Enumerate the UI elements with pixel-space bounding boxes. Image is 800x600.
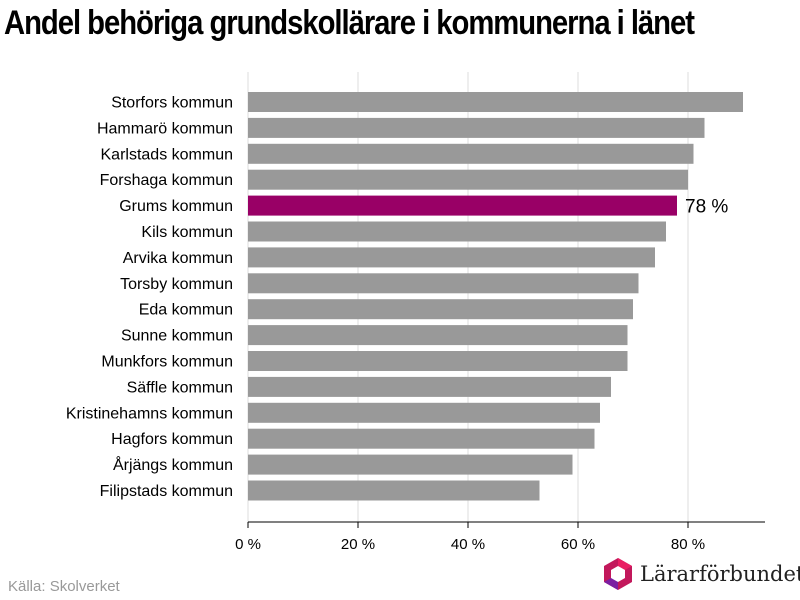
category-label-0: Storfors kommun (111, 95, 233, 112)
highlight-data-label: 78 % (685, 197, 728, 218)
logo-text: Lärarförbundet (640, 562, 800, 586)
tick-label-0: 0 % (235, 536, 261, 553)
category-label-13: Hagfors kommun (111, 431, 233, 448)
bar-5 (248, 221, 666, 242)
category-label-9: Sunne kommun (121, 328, 233, 345)
gridlines (247, 72, 689, 522)
bar-14 (248, 454, 573, 475)
bar-8 (248, 299, 633, 320)
bars (248, 92, 743, 501)
x-axis-ticks: 0 % 20 % 40 % 60 % 80 % (235, 522, 705, 553)
category-label-6: Arvika kommun (123, 250, 233, 267)
source-note: Källa: Skolverket (8, 578, 120, 595)
category-label-14: Årjängs kommun (113, 455, 233, 474)
category-label-8: Eda kommun (139, 302, 233, 319)
bar-0 (248, 92, 743, 112)
bar-9 (248, 325, 628, 346)
bar-11 (248, 376, 611, 397)
category-labels: Storfors kommun Hammarö kommun Karlstads k… (66, 95, 729, 501)
category-label-11: Säffle kommun (127, 379, 233, 396)
bar-3 (248, 169, 688, 190)
tick-label-20: 20 % (341, 536, 375, 553)
tick-label-40: 40 % (451, 536, 485, 553)
category-label-3: Forshaga kommun (100, 172, 233, 189)
bar-1 (248, 117, 705, 138)
category-label-15: Filipstads kommun (100, 483, 233, 500)
bar-15 (248, 480, 540, 501)
bar-6 (248, 247, 655, 268)
bar-13 (248, 428, 595, 449)
category-label-1: Hammarö kommun (97, 120, 233, 137)
tick-label-80: 80 % (671, 536, 705, 553)
category-label-10: Munkfors kommun (101, 354, 233, 371)
category-label-2: Karlstads kommun (101, 146, 234, 163)
bar-2 (248, 143, 694, 164)
bar-10 (248, 351, 628, 371)
category-label-4: Grums kommun (119, 198, 233, 215)
category-label-12: Kristinehamns kommun (66, 405, 233, 422)
bar-4 (248, 195, 677, 216)
tick-label-60: 60 % (561, 536, 595, 553)
category-label-7: Torsby kommun (120, 276, 233, 293)
chart-title: Andel behöriga grundskollärare i kommune… (4, 4, 695, 42)
logo-hexagon-icon (604, 558, 632, 590)
lararforbundet-logo: Lärarförbundet (602, 556, 800, 592)
bar-7 (248, 273, 639, 294)
category-label-5: Kils kommun (141, 224, 233, 241)
bar-12 (248, 402, 600, 423)
